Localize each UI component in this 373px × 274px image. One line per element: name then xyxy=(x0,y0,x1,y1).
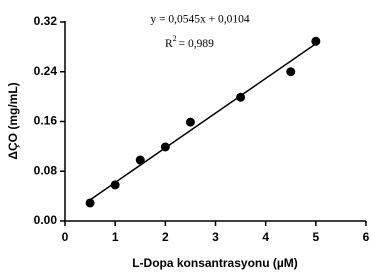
point xyxy=(85,198,95,208)
x-tick-label: 0 xyxy=(62,230,69,244)
x-tick-label: 1 xyxy=(112,230,119,244)
x-tick-label: 3 xyxy=(212,230,219,244)
y-tick-label: 0.32 xyxy=(34,14,58,28)
r2-base: R xyxy=(165,38,173,50)
point xyxy=(160,142,170,152)
r2-exponent: 2 xyxy=(173,34,177,43)
y-axis-label: ΔÇO (mg/mL) xyxy=(6,82,20,159)
point xyxy=(311,36,321,46)
x-tick-label: 4 xyxy=(262,230,269,244)
point xyxy=(185,117,195,127)
y-tick-label: 0.08 xyxy=(34,163,58,177)
y-tick-label: 0.16 xyxy=(34,114,58,128)
equation: y = 0,0545x + 0,0104 xyxy=(150,14,249,26)
point xyxy=(110,180,120,190)
x-tick-label: 6 xyxy=(363,230,370,244)
r2-rest: = 0,989 xyxy=(179,38,214,50)
point xyxy=(286,67,296,77)
x-axis-label: L-Dopa konsantrasyonu (µM) xyxy=(132,256,298,270)
point xyxy=(135,155,145,165)
y-tick-label: 0.24 xyxy=(34,64,58,78)
y-tick-label: 0.00 xyxy=(34,213,58,227)
x-tick-label: 5 xyxy=(312,230,319,244)
point xyxy=(236,92,246,102)
x-tick-label: 2 xyxy=(162,230,169,244)
r-squared: R2 = 0,989 xyxy=(165,34,214,50)
fit-line xyxy=(89,43,317,201)
